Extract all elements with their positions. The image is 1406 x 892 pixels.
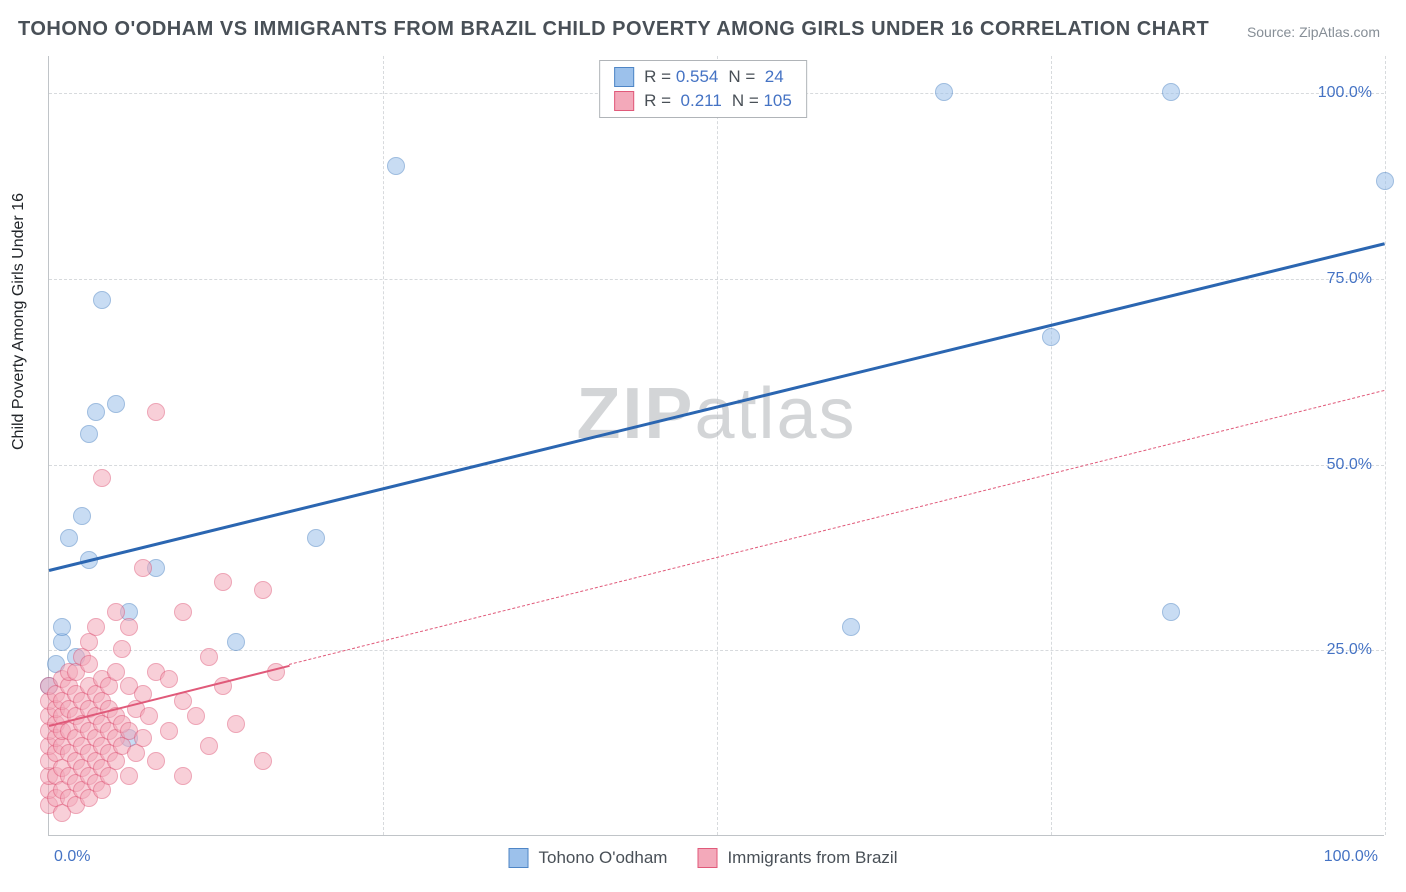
watermark-rest: atlas [694, 374, 856, 454]
data-point-tohono [93, 291, 111, 309]
legend-n-tohono: N = 24 [728, 67, 783, 87]
data-point-tohono [1162, 83, 1180, 101]
data-point-brazil [80, 655, 98, 673]
swatch-bottom-tohono [509, 848, 529, 868]
data-point-brazil [113, 640, 131, 658]
y-tick-label: 100.0% [1318, 84, 1372, 102]
plot-area: ZIPatlas 25.0%50.0%75.0%100.0% [48, 56, 1384, 836]
data-point-tohono [73, 507, 91, 525]
data-point-brazil [140, 707, 158, 725]
data-point-brazil [120, 767, 138, 785]
data-point-tohono [60, 529, 78, 547]
data-point-brazil [187, 707, 205, 725]
legend-top: R = 0.554 N = 24 R = 0.211 N = 105 [599, 60, 807, 118]
legend-row-brazil: R = 0.211 N = 105 [614, 91, 792, 111]
data-point-brazil [134, 559, 152, 577]
data-point-brazil [87, 618, 105, 636]
gridline-v [383, 56, 384, 835]
data-point-brazil [107, 603, 125, 621]
legend-bottom-brazil: Immigrants from Brazil [697, 848, 897, 868]
chart-container: TOHONO O'ODHAM VS IMMIGRANTS FROM BRAZIL… [0, 0, 1406, 892]
gridline-v [717, 56, 718, 835]
data-point-brazil [214, 573, 232, 591]
data-point-brazil [227, 715, 245, 733]
data-point-tohono [387, 157, 405, 175]
data-point-brazil [147, 752, 165, 770]
data-point-brazil [200, 737, 218, 755]
data-point-tohono [1162, 603, 1180, 621]
data-point-tohono [107, 395, 125, 413]
data-point-brazil [174, 603, 192, 621]
legend-bottom-tohono: Tohono O'odham [509, 848, 668, 868]
y-tick-label: 25.0% [1327, 641, 1372, 659]
data-point-brazil [120, 618, 138, 636]
data-point-tohono [53, 618, 71, 636]
data-point-tohono [1042, 328, 1060, 346]
data-point-tohono [935, 83, 953, 101]
legend-n-brazil: N = 105 [732, 91, 792, 111]
legend-bottom-label-tohono: Tohono O'odham [539, 848, 668, 868]
data-point-brazil [160, 670, 178, 688]
y-tick-label: 50.0% [1327, 456, 1372, 474]
x-tick-min: 0.0% [54, 848, 90, 866]
data-point-tohono [227, 633, 245, 651]
y-tick-label: 75.0% [1327, 270, 1372, 288]
data-point-brazil [93, 469, 111, 487]
data-point-brazil [254, 752, 272, 770]
swatch-tohono [614, 67, 634, 87]
data-point-tohono [80, 425, 98, 443]
chart-title: TOHONO O'ODHAM VS IMMIGRANTS FROM BRAZIL… [18, 18, 1209, 41]
data-point-brazil [160, 722, 178, 740]
data-point-brazil [107, 663, 125, 681]
data-point-tohono [1376, 172, 1394, 190]
data-point-tohono [842, 618, 860, 636]
swatch-bottom-brazil [697, 848, 717, 868]
trend-line [289, 390, 1385, 665]
data-point-brazil [147, 403, 165, 421]
gridline-v [1051, 56, 1052, 835]
data-point-brazil [134, 729, 152, 747]
data-point-brazil [200, 648, 218, 666]
data-point-brazil [254, 581, 272, 599]
swatch-brazil [614, 91, 634, 111]
y-axis-label: Child Poverty Among Girls Under 16 [10, 193, 28, 450]
data-point-tohono [87, 403, 105, 421]
legend-r-tohono: R = 0.554 [644, 67, 718, 87]
x-tick-max: 100.0% [1324, 848, 1378, 866]
legend-bottom: Tohono O'odham Immigrants from Brazil [509, 848, 898, 868]
data-point-tohono [307, 529, 325, 547]
data-point-brazil [174, 767, 192, 785]
source-label: Source: ZipAtlas.com [1247, 24, 1380, 40]
legend-r-brazil: R = 0.211 [644, 91, 722, 111]
legend-row-tohono: R = 0.554 N = 24 [614, 67, 792, 87]
legend-bottom-label-brazil: Immigrants from Brazil [727, 848, 897, 868]
